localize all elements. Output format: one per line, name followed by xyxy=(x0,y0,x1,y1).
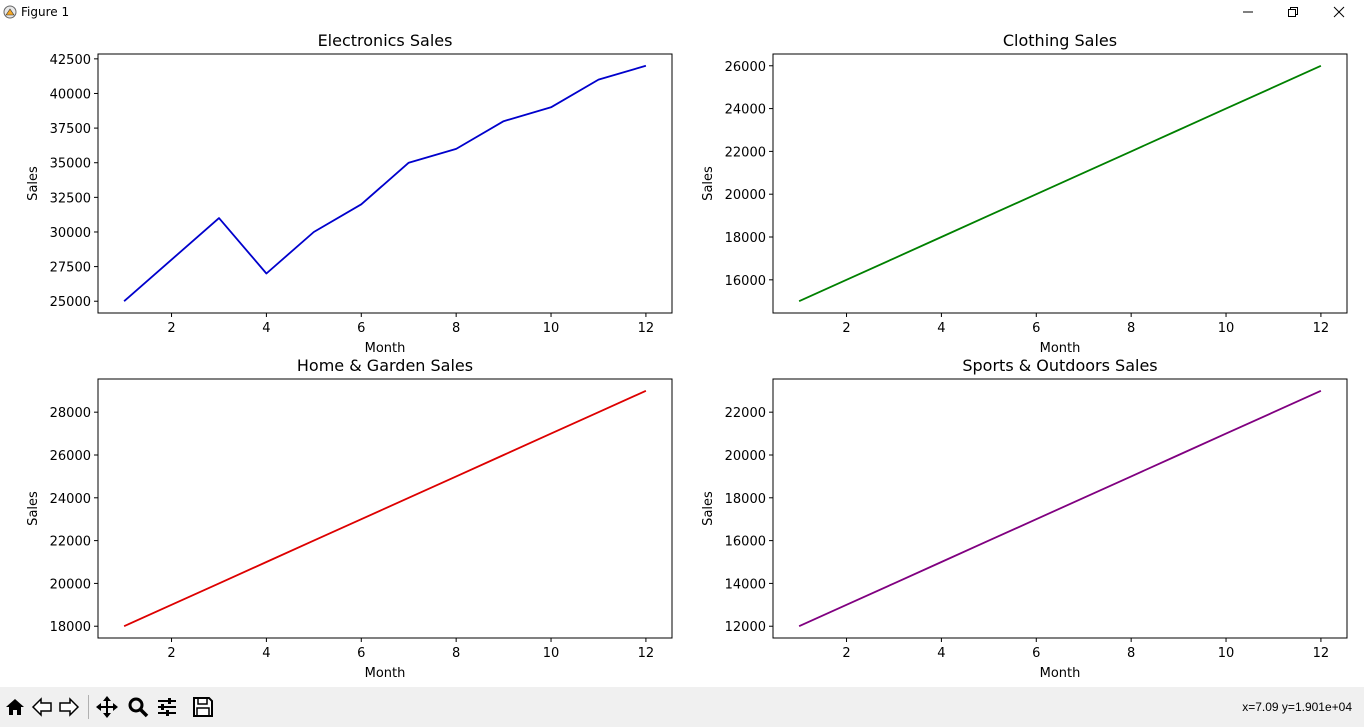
title-bar: Figure 1 xyxy=(0,0,1364,26)
y-tick-label: 20000 xyxy=(725,188,766,203)
subplot-title: Home & Garden Sales xyxy=(297,356,473,375)
pan-button[interactable] xyxy=(95,695,119,719)
x-tick-label: 12 xyxy=(1313,646,1330,661)
x-tick-label: 12 xyxy=(638,321,655,336)
x-axis-label: Month xyxy=(1040,666,1081,681)
x-tick-label: 4 xyxy=(262,646,270,661)
window-title: Figure 1 xyxy=(21,5,70,19)
y-tick-label: 18000 xyxy=(50,620,91,635)
x-tick-label: 4 xyxy=(262,321,270,336)
subplot-2: 2 4 6 8 10 12 16000 18000 20000 22000 24000 26000 Cl… xyxy=(701,31,1348,356)
configure-button[interactable] xyxy=(155,695,179,719)
y-tick-label: 22000 xyxy=(725,406,766,421)
figure-svg: 2 4 6 8 10 12 25000 27500 30000 32500 35000 37500 40… xyxy=(26,31,1348,681)
x-tick-label: 12 xyxy=(638,646,655,661)
subplot-title: Clothing Sales xyxy=(1003,31,1117,50)
y-tick-label: 22000 xyxy=(725,145,766,160)
x-tick-label: 6 xyxy=(1032,646,1040,661)
y-tick-label: 12000 xyxy=(725,620,766,635)
home-button[interactable] xyxy=(3,695,27,719)
toolbar: x=7.09 y=1.901e+04 xyxy=(0,687,1364,727)
x-axis-label: Month xyxy=(365,666,406,681)
x-tick-label: 8 xyxy=(1127,321,1135,336)
pan-icon xyxy=(96,696,118,718)
minimize-button[interactable] xyxy=(1225,0,1271,24)
forward-icon xyxy=(59,697,80,717)
y-tick-label: 26000 xyxy=(50,449,91,464)
configure-icon xyxy=(158,698,176,716)
x-tick-label: 10 xyxy=(543,646,560,661)
forward-button[interactable] xyxy=(57,695,81,719)
y-tick-label: 28000 xyxy=(50,406,91,421)
x-tick-label: 8 xyxy=(452,646,460,661)
y-tick-label: 24000 xyxy=(725,103,766,118)
home-icon xyxy=(6,699,24,715)
close-button[interactable] xyxy=(1316,0,1362,24)
x-tick-label: 10 xyxy=(543,321,560,336)
x-axis-label: Month xyxy=(365,341,406,356)
zoom-icon xyxy=(128,697,149,718)
y-axis-label: Sales xyxy=(26,166,41,201)
save-icon xyxy=(193,697,213,717)
y-tick-label: 20000 xyxy=(50,577,91,592)
series-line-1 xyxy=(798,389,1322,628)
back-icon xyxy=(31,697,52,717)
subplot-title: Electronics Sales xyxy=(318,31,453,50)
x-tick-label: 2 xyxy=(167,646,175,661)
restore-button[interactable] xyxy=(1270,0,1316,24)
y-axis-label: Sales xyxy=(701,491,716,526)
y-tick-label: 37500 xyxy=(50,122,91,137)
minimize-icon xyxy=(1243,11,1253,13)
x-tick-label: 2 xyxy=(842,646,850,661)
y-tick-label: 42500 xyxy=(50,53,91,68)
x-tick-label: 6 xyxy=(357,646,365,661)
y-tick-label: 18000 xyxy=(725,231,766,246)
restore-icon xyxy=(1288,7,1298,17)
subplot-4: 2 4 6 8 10 12 12000 14000 16000 18000 20000 22000 Sp… xyxy=(701,356,1348,681)
y-tick-label: 35000 xyxy=(50,157,91,172)
y-axis-label: Sales xyxy=(701,166,716,201)
x-tick-label: 8 xyxy=(452,321,460,336)
y-tick-label: 40000 xyxy=(50,87,91,102)
series-line-1 xyxy=(123,64,647,302)
subplot-1: 2 4 6 8 10 12 25000 27500 30000 32500 35000 37500 40… xyxy=(26,31,673,356)
y-tick-label: 16000 xyxy=(725,535,766,550)
y-tick-label: 26000 xyxy=(725,60,766,75)
series-line-1 xyxy=(123,389,647,628)
x-axis-label: Month xyxy=(1040,341,1081,356)
x-tick-label: 2 xyxy=(842,321,850,336)
subplot-3: 2 4 6 8 10 12 18000 20000 22000 24000 26000 28000 Ho… xyxy=(26,356,673,681)
figure-canvas[interactable]: 2 4 6 8 10 12 25000 27500 30000 32500 35000 37500 40… xyxy=(0,26,1364,687)
x-tick-label: 4 xyxy=(937,321,945,336)
zoom-button[interactable] xyxy=(126,695,150,719)
x-tick-label: 6 xyxy=(1032,321,1040,336)
toolbar-separator xyxy=(88,695,89,719)
y-tick-label: 22000 xyxy=(50,535,91,550)
close-icon xyxy=(1333,6,1345,18)
y-tick-label: 24000 xyxy=(50,492,91,507)
y-axis-label: Sales xyxy=(26,491,41,526)
x-tick-label: 10 xyxy=(1218,321,1235,336)
cursor-coordinates: x=7.09 y=1.901e+04 xyxy=(1242,700,1352,714)
back-button[interactable] xyxy=(30,695,54,719)
series-line-1 xyxy=(798,64,1322,303)
y-tick-label: 18000 xyxy=(725,492,766,507)
x-tick-label: 4 xyxy=(937,646,945,661)
x-tick-label: 2 xyxy=(167,321,175,336)
x-tick-label: 6 xyxy=(357,321,365,336)
y-tick-label: 32500 xyxy=(50,191,91,206)
y-tick-label: 25000 xyxy=(50,295,91,310)
x-tick-label: 10 xyxy=(1218,646,1235,661)
x-tick-label: 12 xyxy=(1313,321,1330,336)
y-tick-label: 30000 xyxy=(50,226,91,241)
save-button[interactable] xyxy=(191,695,215,719)
app-icon xyxy=(3,5,17,19)
x-tick-label: 8 xyxy=(1127,646,1135,661)
y-tick-label: 27500 xyxy=(50,261,91,276)
subplot-title: Sports & Outdoors Sales xyxy=(962,356,1157,375)
y-tick-label: 20000 xyxy=(725,449,766,464)
y-tick-label: 16000 xyxy=(725,274,766,289)
y-tick-label: 14000 xyxy=(725,577,766,592)
